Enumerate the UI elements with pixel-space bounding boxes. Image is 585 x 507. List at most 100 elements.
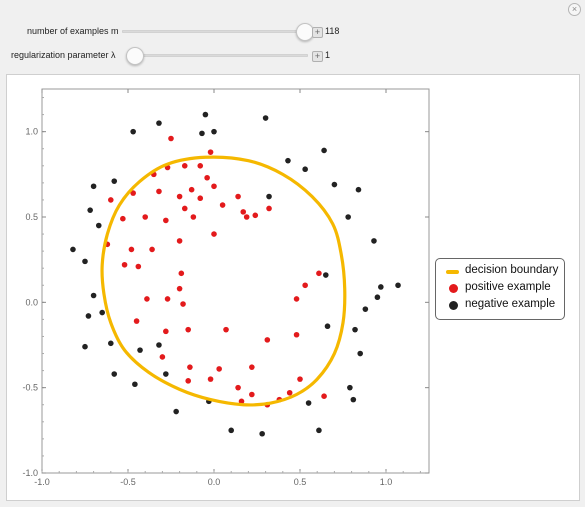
positive-example-point: [159, 354, 166, 360]
positive-example-point: [185, 326, 191, 333]
positive-example-point: [130, 190, 136, 196]
close-icon[interactable]: ×: [568, 3, 581, 16]
lambda-value: 1: [325, 50, 331, 60]
positive-example-point: [149, 246, 155, 253]
negative-example-point: [378, 284, 384, 290]
x-tick-label: 0.0: [208, 477, 221, 487]
decision-boundary-curve: [100, 155, 347, 407]
negative-example-point: [352, 326, 358, 333]
negative-example-point: [111, 178, 118, 184]
positive-example-point: [197, 195, 204, 202]
positive-example-point: [316, 270, 322, 277]
positive-example-point: [211, 183, 217, 190]
positive-example-point: [181, 163, 188, 169]
positive-example-point: [190, 214, 197, 220]
positive-example-point: [120, 215, 126, 222]
lambda-expand-icon[interactable]: +: [312, 51, 323, 62]
y-tick-label: 0.5: [25, 212, 38, 222]
x-tick-label: -1.0: [34, 477, 50, 487]
positive-example-point: [223, 326, 229, 333]
legend-label-negative: negative example: [465, 298, 556, 310]
positive-example-point: [216, 366, 222, 372]
examples-value: 118: [325, 26, 340, 36]
examples-expand-icon[interactable]: +: [312, 27, 323, 38]
positive-example-point: [249, 391, 255, 398]
negative-example-point: [355, 186, 362, 193]
positive-example-point: [235, 193, 241, 200]
positive-example-point: [176, 285, 183, 292]
negative-example-point: [228, 427, 234, 434]
legend-label-boundary: decision boundary: [465, 264, 559, 276]
examples-control: number of examples m + 118: [0, 23, 585, 41]
positive-example-point: [180, 301, 186, 307]
negative-example-point: [173, 408, 179, 415]
lambda-slider-track[interactable]: [126, 54, 308, 57]
negative-example-point: [156, 120, 162, 126]
positive-example-point: [181, 205, 188, 212]
negative-example-point: [211, 128, 217, 135]
negative-example-point: [82, 343, 88, 350]
positive-example-point: [164, 296, 171, 302]
positive-example-point: [176, 193, 183, 200]
lambda-slider-thumb[interactable]: [126, 47, 144, 65]
boundary-swatch: [446, 270, 459, 274]
positive-example-point: [176, 238, 183, 244]
examples-label: number of examples m: [27, 26, 119, 36]
negative-example-point: [199, 130, 205, 137]
positive-example-point: [302, 282, 308, 289]
positive-example-point: [128, 246, 135, 253]
positive-example-point: [185, 378, 191, 384]
positive-example-point: [238, 398, 245, 405]
positive-example-point: [197, 163, 204, 169]
negative-example-point: [350, 396, 357, 403]
positive-example-point: [264, 337, 271, 343]
negative-example-point: [347, 384, 353, 391]
positive-example-point: [243, 214, 250, 220]
positive-example-point: [188, 186, 195, 193]
negative-example-point: [266, 193, 272, 200]
negative-example-point: [82, 258, 88, 265]
x-tick-label: 0.5: [294, 477, 307, 487]
positive-example-point: [211, 231, 217, 237]
negative-example-point: [324, 323, 331, 330]
negative-example-point: [305, 400, 312, 406]
positive-example-point: [286, 389, 293, 396]
positive-example-point: [163, 328, 169, 335]
y-tick-label: 1.0: [25, 127, 38, 137]
positive-example-point: [156, 188, 162, 195]
positive-example-point: [235, 384, 241, 391]
negative-example-point: [395, 282, 401, 289]
negative-example-point: [132, 381, 138, 388]
positive-example-point: [293, 331, 300, 338]
positive-example-point: [293, 296, 300, 302]
negative-example-point: [202, 111, 209, 118]
positive-example-point: [163, 217, 169, 224]
scatter-chart: -1.0 -0.5 0.0 0.5 1.0 -1.0 -0.5 0.0 0.5 1.0: [22, 88, 430, 487]
legend: decision boundary positive example negat…: [435, 258, 565, 320]
examples-slider-track[interactable]: [122, 30, 304, 33]
positive-example-point: [266, 205, 272, 212]
negative-example-point: [316, 427, 322, 434]
lambda-control: regularization parameter λ + 1: [0, 47, 585, 65]
negative-example-point: [130, 128, 136, 135]
y-tick-label: -1.0: [22, 468, 38, 478]
negative-example-point: [262, 115, 269, 121]
positive-example-point: [219, 202, 226, 208]
negative-example-point: [259, 430, 265, 437]
negative-example-point: [321, 147, 327, 154]
negative-example-point: [331, 181, 338, 188]
positive-example-point: [204, 174, 210, 181]
positive-example-point: [207, 149, 214, 155]
positive-example-point: [133, 318, 140, 324]
negative-example-point: [285, 157, 291, 164]
positive-swatch: [449, 284, 458, 293]
positive-example-point: [121, 261, 128, 268]
plot-frame-box: [41, 88, 430, 474]
y-tick-label: 0.0: [25, 297, 38, 307]
positive-example-point: [142, 214, 148, 220]
lambda-label: regularization parameter λ: [11, 50, 116, 60]
negative-example-point: [302, 166, 308, 173]
positive-example-point: [178, 270, 185, 277]
negative-example-point: [99, 309, 105, 316]
